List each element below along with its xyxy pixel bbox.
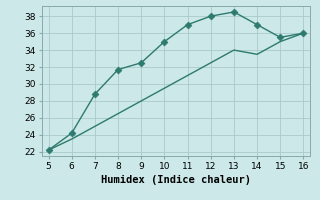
- X-axis label: Humidex (Indice chaleur): Humidex (Indice chaleur): [101, 175, 251, 185]
